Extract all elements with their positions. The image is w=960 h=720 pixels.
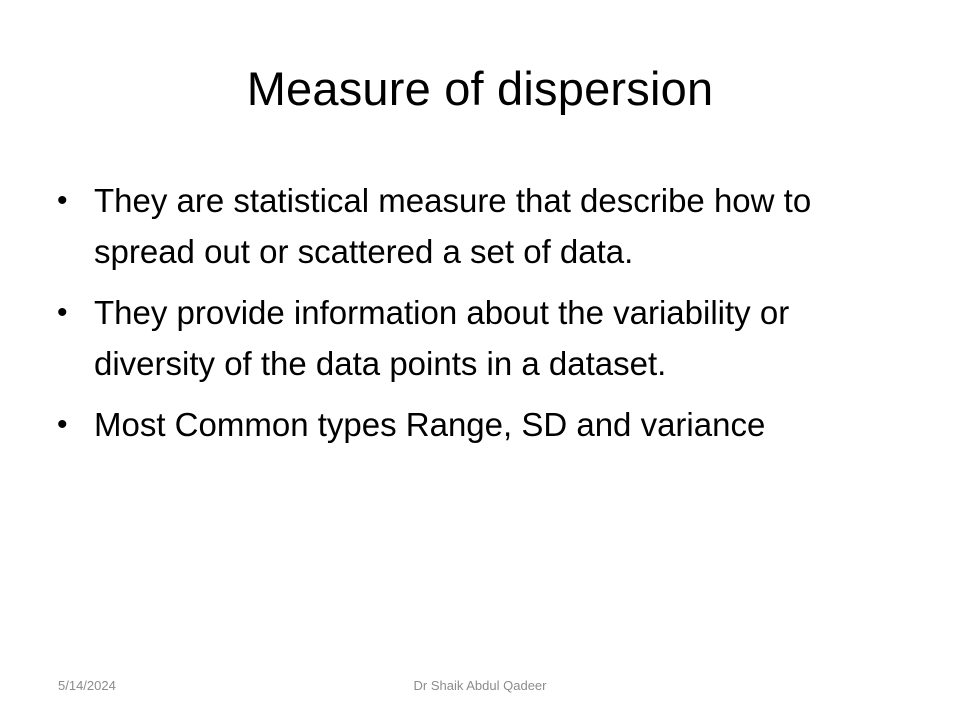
bullet-text: Most Common types Range, SD and variance — [94, 406, 766, 443]
bullet-marker: • — [57, 296, 68, 329]
bullet-item: • Most Common types Range, SD and varian… — [57, 399, 917, 450]
footer-date: 5/14/2024 — [58, 678, 116, 693]
bullet-item: • They are statistical measure that desc… — [57, 175, 917, 277]
slide-title: Measure of dispersion — [246, 62, 714, 115]
bullet-text: They provide information about the varia… — [94, 294, 790, 382]
bullet-marker: • — [57, 408, 68, 441]
footer-author: Dr Shaik Abdul Qadeer — [413, 678, 547, 693]
bullet-text: They are statistical measure that descri… — [94, 182, 812, 270]
bullet-marker: • — [57, 184, 68, 217]
bullet-list: • They are statistical measure that desc… — [57, 175, 917, 460]
bullet-item: • They provide information about the var… — [57, 287, 917, 389]
